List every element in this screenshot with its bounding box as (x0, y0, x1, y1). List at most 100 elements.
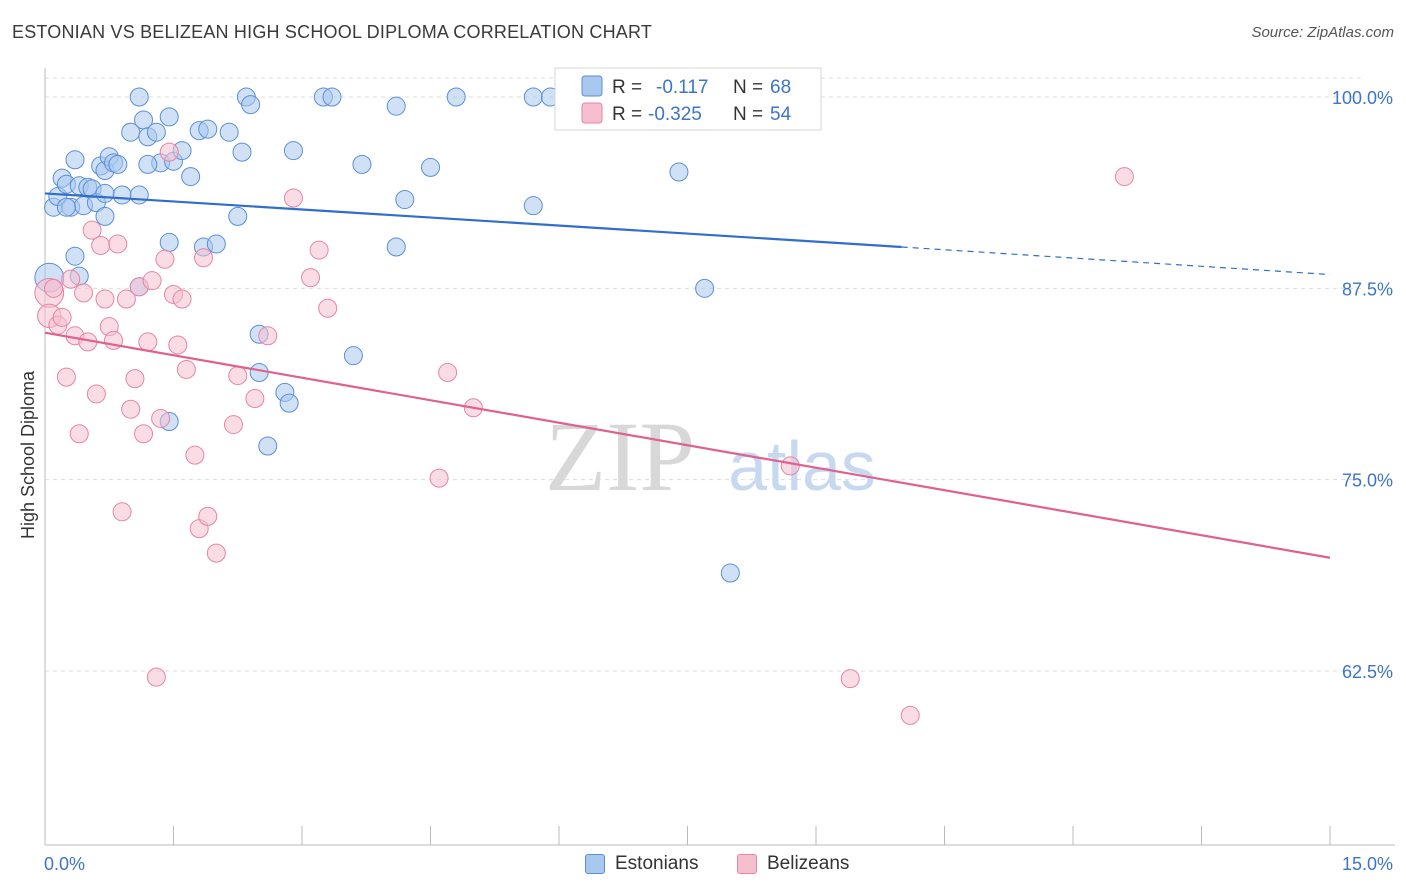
legend-label-estonians: Estonians (615, 853, 699, 874)
estonians-point (181, 167, 201, 187)
belizeans-point (206, 543, 226, 563)
belizeans-point (86, 384, 106, 404)
estonians-point (65, 150, 85, 170)
estonians-point (352, 154, 372, 174)
belizeans-point (193, 248, 213, 268)
estonians-point (95, 183, 115, 203)
y-axis-label: High School Diploma (18, 370, 38, 539)
belizeans-point (44, 278, 64, 298)
belizeans-point (52, 307, 72, 327)
estonians-point (523, 87, 543, 107)
belizeans-point (82, 220, 102, 240)
belizeans-point (429, 468, 449, 488)
estonians-point (138, 154, 158, 174)
estonians-point (720, 563, 740, 583)
legend-n-label: N = (733, 77, 763, 98)
belizeans-point (159, 142, 179, 162)
chart-title: ESTONIAN VS BELIZEAN HIGH SCHOOL DIPLOMA… (12, 22, 653, 42)
estonians-point (206, 234, 226, 254)
legend-swatch-estonians (585, 854, 605, 874)
belizeans-point (146, 667, 166, 687)
belizeans-point (125, 369, 145, 389)
legend-box: R = -0.117 N = 68 R = -0.325 N = 54 (554, 67, 822, 131)
belizeans-point (176, 359, 196, 379)
watermark: ZIP atlas (545, 401, 876, 512)
estonians-point (129, 185, 149, 205)
legend-swatch-belizeans (737, 854, 757, 874)
estonians-points (34, 87, 740, 583)
legend-swatch-blue (581, 75, 603, 97)
belizeans-point (112, 502, 132, 522)
estonians-trend-extension (901, 246, 1331, 276)
y-tick-label: 75.0% (1342, 471, 1393, 491)
y-tick-label: 62.5% (1342, 662, 1393, 682)
belizeans-point (172, 289, 192, 309)
bottom-legend: Estonians Belizeans (0, 850, 1406, 880)
tick-labels: 62.5% 75.0% 87.5% 100.0% 0.0% 15.0% (44, 88, 1393, 874)
belizeans-point (138, 332, 158, 352)
estonians-point (159, 107, 179, 127)
belizeans-point (309, 240, 329, 260)
trend-lines (44, 192, 1331, 559)
legend-r-value: -0.325 (648, 104, 702, 125)
belizeans-point (121, 399, 141, 419)
estonians-point (108, 154, 128, 174)
legend-r-label: R = (612, 77, 642, 98)
estonians-point (343, 346, 363, 366)
legend-n-label: N = (733, 104, 763, 125)
belizeans-point (780, 456, 800, 476)
estonians-point (232, 142, 252, 162)
estonians-point (523, 196, 543, 216)
belizeans-point (900, 705, 920, 725)
belizeans-point (223, 415, 243, 435)
legend-swatch-pink (581, 102, 603, 124)
belizeans-point (142, 271, 162, 291)
estonians-point (249, 363, 269, 383)
estonians-point (228, 206, 248, 226)
belizeans-point (155, 249, 175, 269)
belizeans-point (168, 335, 188, 355)
estonians-point (446, 87, 466, 107)
axes (44, 68, 1395, 846)
x-tick-label: 0.0% (44, 854, 85, 874)
belizeans-point (318, 298, 338, 318)
estonians-point (258, 436, 278, 456)
estonians-point (421, 157, 440, 177)
y-tick-label: 100.0% (1332, 88, 1393, 108)
belizeans-points (34, 142, 1134, 725)
belizeans-point (301, 268, 321, 288)
y-tick-label: 87.5% (1342, 279, 1393, 299)
belizeans-point (1114, 167, 1134, 187)
belizeans-point (283, 188, 303, 208)
belizeans-point (198, 506, 218, 526)
estonians-point (279, 393, 299, 413)
watermark-zip: ZIP (545, 401, 695, 512)
estonians-point (159, 232, 179, 252)
belizeans-point (228, 366, 248, 386)
estonians-trend-line (44, 192, 902, 249)
belizeans-point (56, 367, 76, 387)
estonians-point (65, 246, 85, 266)
x-tick-label: 15.0% (1342, 854, 1393, 874)
estonians-point (56, 197, 76, 217)
legend-n-value: 54 (770, 104, 792, 125)
grid-lines (45, 77, 1365, 672)
estonians-point (395, 190, 415, 210)
estonians-point (198, 119, 218, 139)
legend-n-value: 68 (770, 77, 791, 98)
belizeans-point (61, 269, 81, 289)
estonians-point (386, 237, 406, 257)
estonians-point (322, 87, 342, 107)
belizeans-trend-line (44, 331, 1331, 559)
belizeans-point (116, 289, 136, 309)
estonians-point (283, 141, 303, 161)
estonians-point (112, 185, 132, 205)
estonians-point (241, 95, 261, 115)
belizeans-point (108, 234, 128, 254)
legend-item-estonians: Estonians (585, 850, 698, 878)
legend-item-belizeans: Belizeans (737, 850, 849, 878)
belizeans-point (69, 424, 89, 444)
estonians-point (146, 122, 166, 142)
legend-r-label: R = (612, 104, 642, 125)
estonians-point (386, 96, 406, 116)
